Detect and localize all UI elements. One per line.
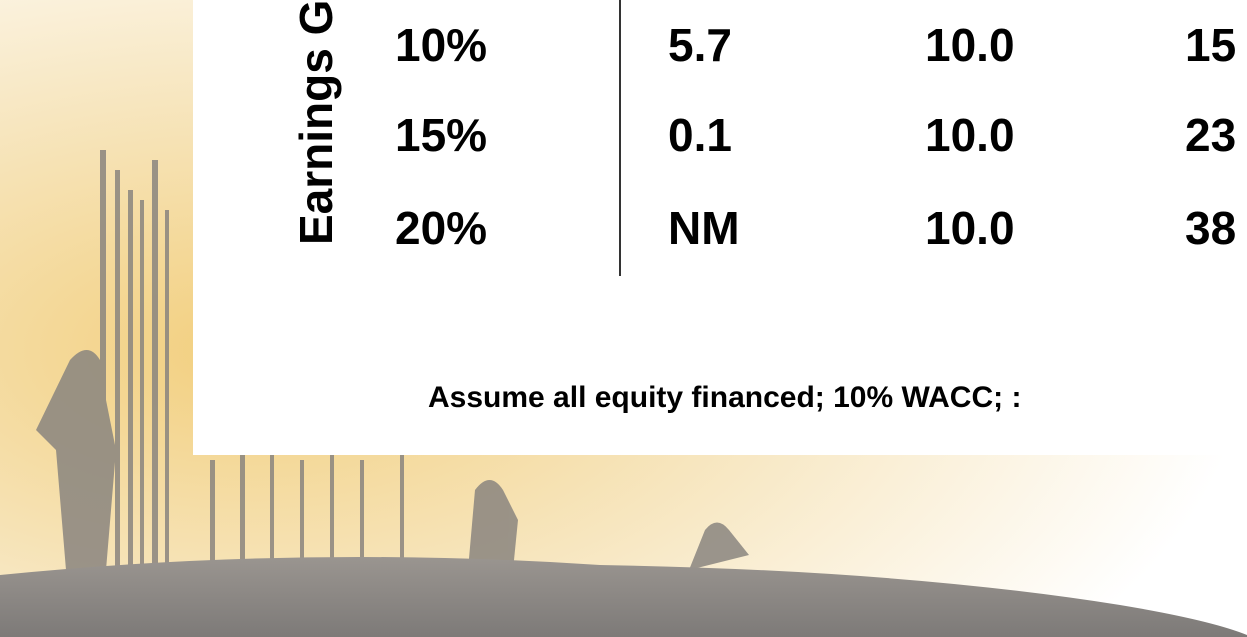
table-cell: 38: [1185, 205, 1236, 251]
table-cell: NM: [668, 205, 740, 251]
table-cell: 10.0: [925, 205, 1015, 251]
table-cell: 23: [1185, 112, 1236, 158]
table-cell: 10.0: [925, 112, 1015, 158]
row-axis-label: Earnings G: [293, 0, 339, 245]
footnote: Assume all equity financed; 10% WACC; :: [428, 383, 1021, 413]
row-header: 20%: [395, 205, 487, 251]
table-cell: 10.0: [925, 22, 1015, 68]
table-divider: [619, 0, 621, 276]
table-cell: 5.7: [668, 22, 732, 68]
row-header: 15%: [395, 112, 487, 158]
content-panel: Earnings G 10% 5.7 10.0 15 15% 0.1 10.0 23 20% NM…: [193, 0, 1247, 455]
table-cell: 15: [1185, 22, 1236, 68]
slide: {"side_label": "Earnings G", "table": {"…: [0, 0, 1247, 637]
table-cell: 0.1: [668, 112, 732, 158]
row-header: 10%: [395, 22, 487, 68]
